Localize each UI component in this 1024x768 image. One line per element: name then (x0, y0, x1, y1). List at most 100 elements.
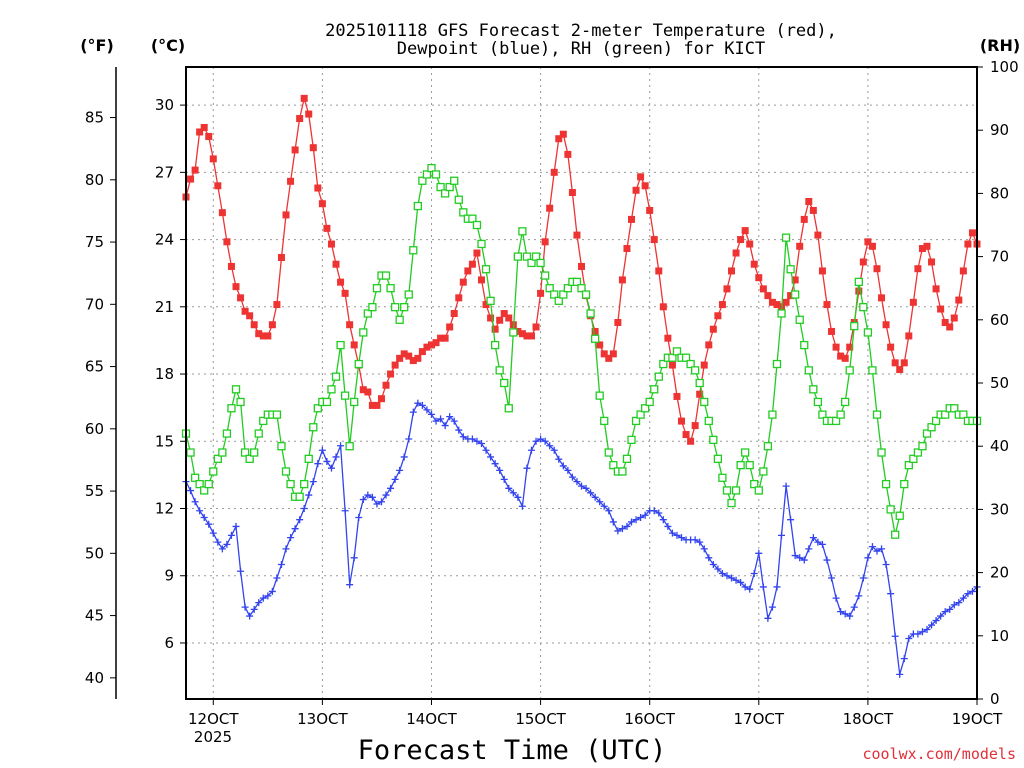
2-meter-temperature-point (391, 361, 399, 369)
relative-humidity-point (400, 303, 409, 312)
dewpoint-point (641, 511, 649, 519)
x-tick-label: 19OCT (952, 710, 1003, 728)
dewpoint-point (368, 493, 376, 501)
dewpoint-point (405, 435, 413, 443)
2-meter-temperature-point (723, 285, 731, 293)
2-meter-temperature-point (500, 310, 508, 318)
relative-humidity-point (481, 265, 491, 274)
2-meter-temperature-point (709, 325, 717, 333)
relative-humidity-point (513, 252, 523, 261)
celsius-tick-label: 27 (155, 163, 174, 181)
dewpoint-point (523, 464, 531, 472)
relative-humidity-point (295, 492, 304, 501)
2-meter-temperature-point (800, 215, 808, 223)
relative-humidity-point (477, 239, 486, 249)
2-meter-temperature-point (418, 348, 426, 356)
2-meter-temperature-point (591, 327, 599, 335)
relative-humidity-point (804, 366, 813, 375)
2-meter-temperature-point (814, 231, 822, 239)
2-meter-temperature-point (632, 186, 640, 194)
dewpoint-point (823, 556, 831, 564)
dewpoint-point (437, 415, 445, 423)
relative-humidity-point (622, 454, 632, 463)
relative-humidity-point (959, 410, 968, 419)
2-meter-temperature-point (409, 357, 417, 365)
dewpoint-point (791, 552, 799, 560)
2-meter-temperature-point (196, 128, 204, 136)
dewpoint-point (937, 612, 945, 620)
rh-tick-label: 50 (990, 374, 1009, 392)
relative-humidity-point (327, 385, 336, 394)
dewpoint-point (828, 574, 836, 582)
2-meter-temperature-point (441, 334, 449, 342)
2-meter-temperature-point (268, 321, 276, 329)
2-meter-temperature-point (900, 359, 908, 367)
2-meter-temperature-point (264, 332, 272, 340)
2-meter-temperature-point (764, 292, 772, 300)
dewpoint-point (600, 502, 608, 510)
series-open-square (181, 163, 982, 539)
2-meter-temperature-point (318, 200, 326, 208)
dewpoint-point (623, 522, 631, 530)
2-meter-temperature-point (841, 354, 849, 362)
2-meter-temperature-point (237, 294, 245, 302)
2-meter-temperature-point (227, 262, 235, 270)
relative-humidity-point (422, 170, 432, 179)
rh-tick-label: 40 (990, 437, 1009, 455)
2-meter-temperature-point (968, 229, 976, 237)
relative-humidity-point (604, 448, 613, 457)
2-meter-temperature-point (614, 318, 622, 326)
2-meter-temperature-point (423, 343, 431, 351)
dewpoint-point (591, 493, 599, 501)
2-meter-temperature-point (550, 168, 558, 176)
relative-humidity-point (554, 296, 563, 305)
dewpoint-point (578, 482, 585, 490)
dewpoint-point (714, 565, 722, 573)
rh-unit-label: (RH) (980, 36, 1020, 55)
relative-humidity-point (922, 429, 932, 438)
plot-frame (185, 66, 978, 700)
dewpoint-point (659, 516, 667, 524)
rh-tick-label: 0 (990, 690, 1000, 708)
relative-humidity-point (727, 498, 736, 508)
2-meter-temperature-point (609, 350, 617, 358)
data-series (181, 94, 982, 678)
dewpoint-point (650, 507, 658, 515)
2-meter-temperature-point (282, 211, 290, 219)
dewpoint-point (227, 531, 235, 539)
dewpoint-point (700, 545, 708, 553)
relative-humidity-point (195, 479, 204, 489)
dewpoint-point (273, 574, 281, 582)
relative-humidity-point (813, 397, 823, 407)
dewpoint-point (323, 457, 331, 465)
relative-humidity-point (586, 309, 595, 318)
2-meter-temperature-point (455, 294, 463, 302)
relative-humidity-point (872, 410, 882, 419)
relative-humidity-point (795, 315, 804, 324)
dewpoint-point (923, 626, 931, 634)
dewpoint-point (287, 534, 295, 542)
relative-humidity-point (545, 284, 554, 293)
2-meter-temperature-point (205, 132, 213, 140)
2-meter-temperature-point (327, 240, 335, 248)
relative-humidity-point (440, 189, 450, 198)
2-meter-temperature-point (846, 343, 854, 351)
2-meter-temperature-point (427, 341, 435, 349)
relative-humidity-point (609, 461, 618, 470)
2-meter-temperature-point (291, 146, 299, 154)
dewpoint-point (473, 437, 481, 445)
relative-humidity-point (904, 461, 913, 470)
fahrenheit-tick-label: 80 (85, 171, 104, 189)
x-tick-label: 15OCT (515, 710, 566, 728)
relative-humidity-point (854, 277, 863, 287)
dewpoint-point (732, 576, 740, 584)
fahrenheit-tick-label: 65 (85, 358, 104, 376)
2-meter-temperature-point (214, 182, 222, 190)
2-meter-temperature-point (377, 395, 385, 403)
relative-humidity-point (736, 461, 745, 470)
relative-humidity-point (868, 366, 877, 375)
relative-humidity-point (413, 201, 422, 211)
2-meter-temperature-point (859, 258, 867, 266)
relative-humidity-point (340, 391, 350, 400)
dewpoint-point (546, 442, 554, 450)
